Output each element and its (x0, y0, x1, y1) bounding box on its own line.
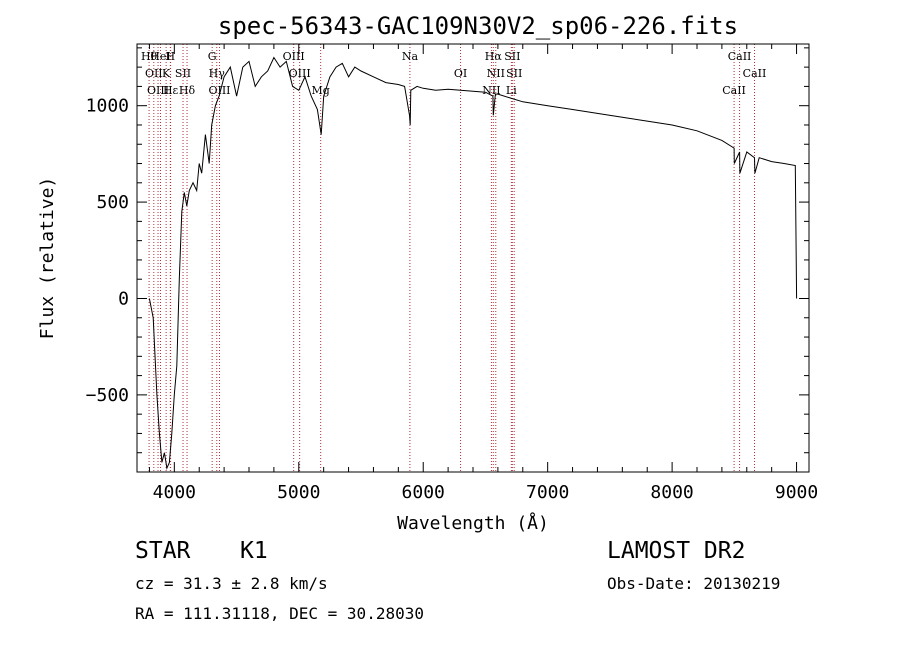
spectral-line-label: G (208, 50, 217, 63)
x-tick-label: 4000 (153, 482, 196, 503)
x-axis-label: Wavelength (Å) (397, 512, 549, 534)
spectral-line-label: OIII (208, 84, 230, 97)
spectral-line-label: OII (145, 67, 163, 80)
y-tick-label: −500 (86, 385, 129, 406)
spectral-line-label: SII (175, 67, 191, 80)
spectral-line-label: CaII (722, 84, 746, 97)
spectral-line-label: CaII (728, 50, 752, 63)
spectral-line-label: Hα (485, 50, 503, 63)
y-tick-label: 1000 (86, 96, 129, 117)
spectral-line-label: OI (454, 67, 467, 80)
redshift-info: cz = 31.3 ± 2.8 km/s (135, 574, 328, 593)
spectrum-series (148, 56, 798, 470)
spectrum-line (148, 56, 798, 470)
spectral-line-label: SII (504, 50, 520, 63)
object-subclass: K1 (240, 538, 268, 564)
chart-title: spec-56343-GAC109N30V2_sp06-226.fits (218, 12, 738, 40)
spectral-line-label: K (162, 67, 171, 80)
x-axis: 4000 5000 6000 7000 8000 9000 (148, 44, 818, 503)
spectral-line-label: NII (487, 67, 505, 80)
spectral-line-label: OIII (147, 84, 169, 97)
spectral-line-label: Hε (163, 84, 179, 97)
spectral-line-label: HeI (150, 50, 170, 63)
y-axis-label: Flux (relative) (37, 177, 58, 340)
y-tick-label: 500 (96, 192, 129, 213)
x-tick-label: 7000 (526, 482, 569, 503)
spectral-line-label: Hθ (141, 50, 158, 63)
spectral-line-label: Hδ (179, 84, 196, 97)
object-class: STAR (135, 538, 191, 564)
spectral-line-label: Na (402, 50, 419, 63)
x-tick-label: 8000 (650, 482, 693, 503)
x-tick-label: 6000 (402, 482, 445, 503)
y-axis: −500 0 500 1000 (86, 47, 809, 454)
line-markers (148, 44, 755, 472)
observation-date: Obs-Date: 20130219 (607, 574, 781, 593)
spectral-line-label: Li (506, 84, 517, 97)
coordinates-info: RA = 111.31118, DEC = 30.28030 (135, 604, 424, 623)
spectral-line-label: Mg (312, 84, 330, 97)
spectral-line-label: SII (506, 67, 522, 80)
survey-name: LAMOST DR2 (607, 538, 746, 564)
plot-frame (136, 43, 810, 473)
y-tick-label: 0 (118, 288, 129, 309)
spectral-line-label: OIII (289, 67, 311, 80)
x-tick-label: 5000 (277, 482, 320, 503)
spectral-line-label: H (166, 50, 176, 63)
line-labels: HθOIIOIIIHeIKHεHSIIHδGHγOIIIOIIIOIIIMgNa… (141, 50, 766, 97)
x-tick-label: 9000 (775, 482, 818, 503)
spectral-line-label: Hγ (209, 67, 226, 80)
spectral-line-label: CaII (743, 67, 767, 80)
